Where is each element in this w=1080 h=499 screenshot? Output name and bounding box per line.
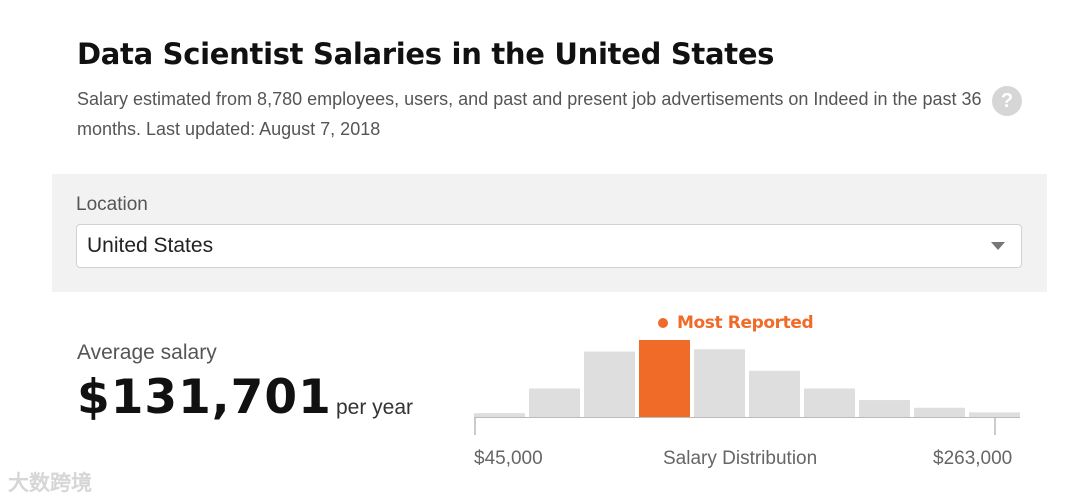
histogram-bar-most-reported	[639, 340, 690, 417]
watermark: 大数跨境	[8, 472, 92, 495]
location-select[interactable]: United States	[76, 224, 1022, 268]
histogram-bar	[914, 407, 965, 417]
page-subtitle: Salary estimated from 8,780 employees, u…	[77, 89, 982, 139]
location-select-value: United States	[87, 234, 214, 257]
histogram-bar	[694, 349, 745, 417]
x-axis-max-label: $263,000	[933, 448, 1013, 469]
most-reported-dot	[658, 318, 668, 328]
most-reported-label: Most Reported	[677, 313, 813, 333]
histogram-bar	[584, 351, 635, 417]
average-salary-value: $131,701	[77, 370, 332, 425]
histogram-bar	[474, 413, 525, 417]
average-salary-unit: per year	[336, 396, 414, 419]
chevron-down-icon	[991, 242, 1005, 250]
histogram-bar	[529, 388, 580, 417]
page-title: Data Scientist Salaries in the United St…	[77, 37, 775, 71]
histogram-bar	[804, 388, 855, 417]
histogram-bar	[969, 412, 1020, 417]
question-mark-icon[interactable]: ?	[992, 86, 1022, 116]
location-label: Location	[76, 194, 148, 215]
x-axis-min-label: $45,000	[474, 448, 543, 469]
x-axis-title: Salary Distribution	[663, 448, 818, 469]
salary-distribution-chart: Most Reported	[474, 313, 1020, 435]
histogram-bar	[749, 370, 800, 417]
location-panel: Location United States	[52, 174, 1047, 292]
histogram-bar	[859, 400, 910, 417]
average-salary-label: Average salary	[77, 341, 217, 364]
